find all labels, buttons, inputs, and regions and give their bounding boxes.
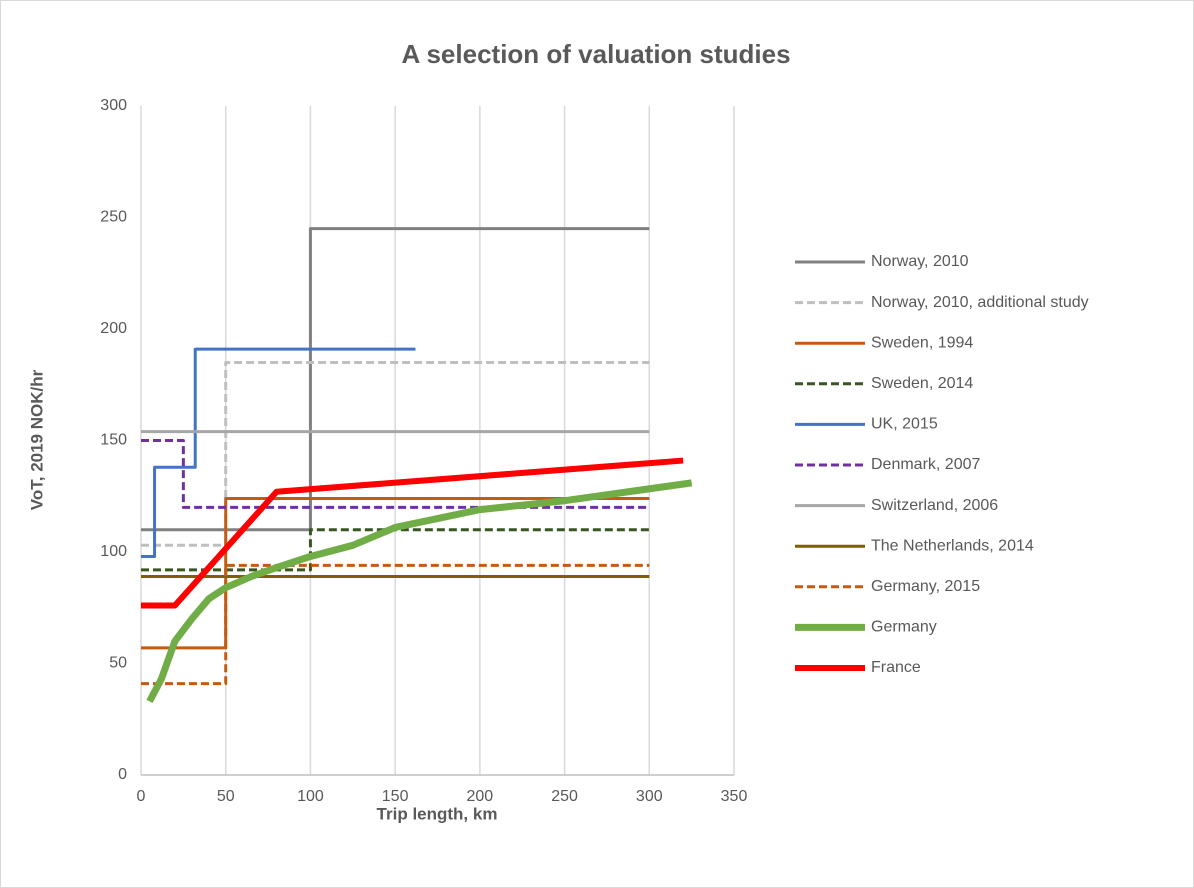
legend-label: Sweden, 2014 [871, 375, 973, 392]
series-line [141, 360, 650, 547]
y-tick-label: 300 [100, 97, 127, 114]
legend-label: France [871, 659, 921, 676]
y-tick-label: 250 [100, 209, 127, 226]
y-tick-label: 150 [100, 432, 127, 449]
legend-label: Germany, 2015 [871, 578, 980, 595]
series-line [146, 479, 693, 704]
x-tick-label: 200 [467, 788, 494, 805]
x-tick-label: 300 [636, 788, 663, 805]
y-tick-label: 0 [118, 766, 127, 783]
series-line [141, 563, 650, 686]
chart-title: A selection of valuation studies [401, 39, 790, 69]
x-axis-title: Trip length, km [377, 804, 498, 823]
legend-label: The Netherlands, 2014 [871, 537, 1034, 554]
x-tick-label: 100 [297, 788, 324, 805]
y-tick-label: 50 [109, 655, 127, 672]
legend-label: Germany [871, 619, 937, 636]
legend-label: Sweden, 1994 [871, 334, 973, 351]
legend-label: Norway, 2010 [871, 253, 969, 270]
x-tick-label: 50 [217, 788, 235, 805]
x-tick-label: 150 [382, 788, 409, 805]
y-axis-title: VoT, 2019 NOK/hr [27, 369, 46, 510]
legend-label: Norway, 2010, additional study [871, 294, 1089, 311]
y-tick-label: 100 [100, 543, 127, 560]
series-line [141, 439, 650, 509]
y-tick-label: 200 [100, 320, 127, 337]
legend-label: Switzerland, 2006 [871, 497, 998, 514]
x-tick-label: 0 [137, 788, 146, 805]
x-tick-label: 250 [551, 788, 578, 805]
x-tick-label: 350 [721, 788, 748, 805]
legend-label: Denmark, 2007 [871, 456, 980, 473]
series-line [141, 347, 416, 558]
legend-label: UK, 2015 [871, 416, 938, 433]
series-line [141, 457, 684, 609]
